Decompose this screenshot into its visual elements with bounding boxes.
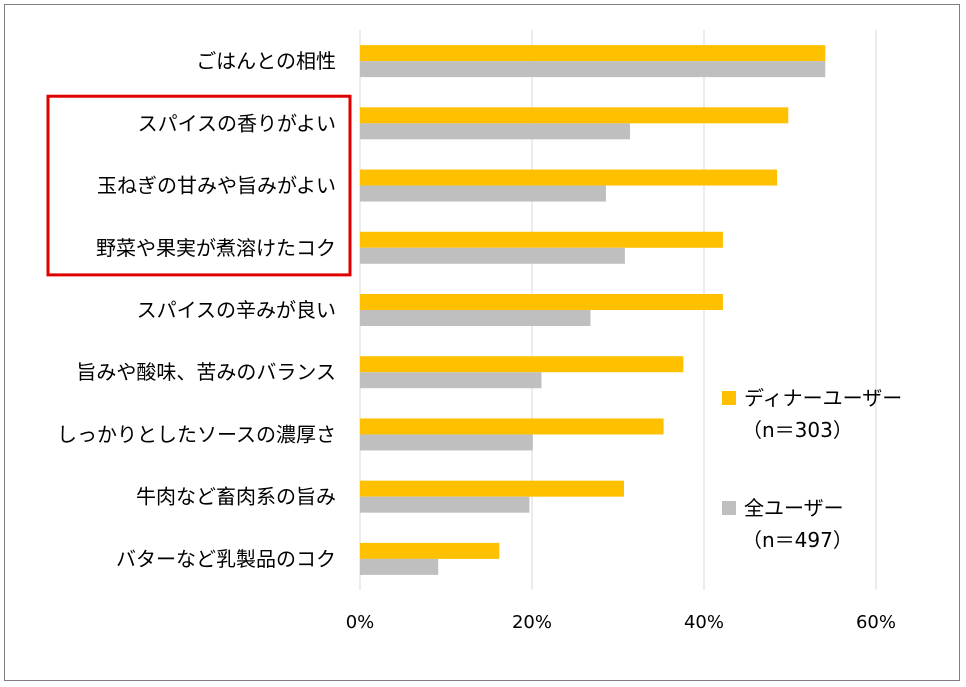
legend-swatch-0 bbox=[722, 391, 736, 405]
bar-all-users-6 bbox=[360, 434, 533, 451]
bar-dinner-users-5 bbox=[360, 356, 684, 373]
bar-dinner-users-8 bbox=[360, 542, 500, 559]
bar-dinner-users-6 bbox=[360, 418, 664, 435]
category-label-8: バターなど乳製品のコク bbox=[116, 547, 336, 571]
legend-label-0: ディナーユーザー bbox=[744, 386, 902, 410]
bar-dinner-users-1 bbox=[360, 107, 789, 124]
category-label-1: スパイスの香りがよい bbox=[138, 111, 336, 135]
category-label-2: 玉ねぎの甘みや旨みがよい bbox=[97, 174, 336, 198]
category-label-5: 旨みや酸味、苦みのバランス bbox=[76, 360, 336, 384]
bar-all-users-0 bbox=[360, 61, 826, 78]
bar-dinner-users-4 bbox=[360, 294, 723, 310]
category-label-3: 野菜や果実が煮溶けたコク bbox=[96, 236, 336, 260]
highlight-box bbox=[46, 94, 352, 277]
bar-dinner-users-0 bbox=[360, 45, 826, 62]
legend-sample-size-1: （n＝497） bbox=[742, 528, 853, 552]
category-label-4: スパイスの辛みが良い bbox=[137, 298, 336, 322]
bar-dinner-users-2 bbox=[360, 169, 778, 186]
bar-all-users-1 bbox=[360, 123, 631, 140]
bar-all-users-2 bbox=[360, 185, 606, 202]
bar-all-users-5 bbox=[360, 372, 542, 389]
bar-dinner-users-3 bbox=[360, 231, 723, 248]
category-label-6: しっかりとしたソースの濃厚さ bbox=[57, 422, 336, 446]
x-tick-label-1: 20% bbox=[512, 612, 552, 633]
x-tick-label-0: 0% bbox=[346, 612, 375, 633]
category-label-0: ごはんとの相性 bbox=[196, 49, 336, 73]
bar-all-users-4 bbox=[360, 310, 591, 326]
bar-dinner-users-7 bbox=[360, 480, 625, 497]
category-label-7: 牛肉など畜肉系の旨み bbox=[136, 485, 336, 509]
legend-sample-size-0: （n＝303） bbox=[742, 418, 853, 442]
legend-swatch-1 bbox=[722, 501, 736, 515]
x-tick-label-3: 60% bbox=[856, 612, 896, 633]
legend-label-1: 全ユーザー bbox=[744, 496, 844, 520]
bar-all-users-7 bbox=[360, 496, 530, 513]
bar-all-users-3 bbox=[360, 247, 625, 264]
x-tick-label-2: 40% bbox=[684, 612, 724, 633]
bar-all-users-8 bbox=[360, 558, 439, 575]
